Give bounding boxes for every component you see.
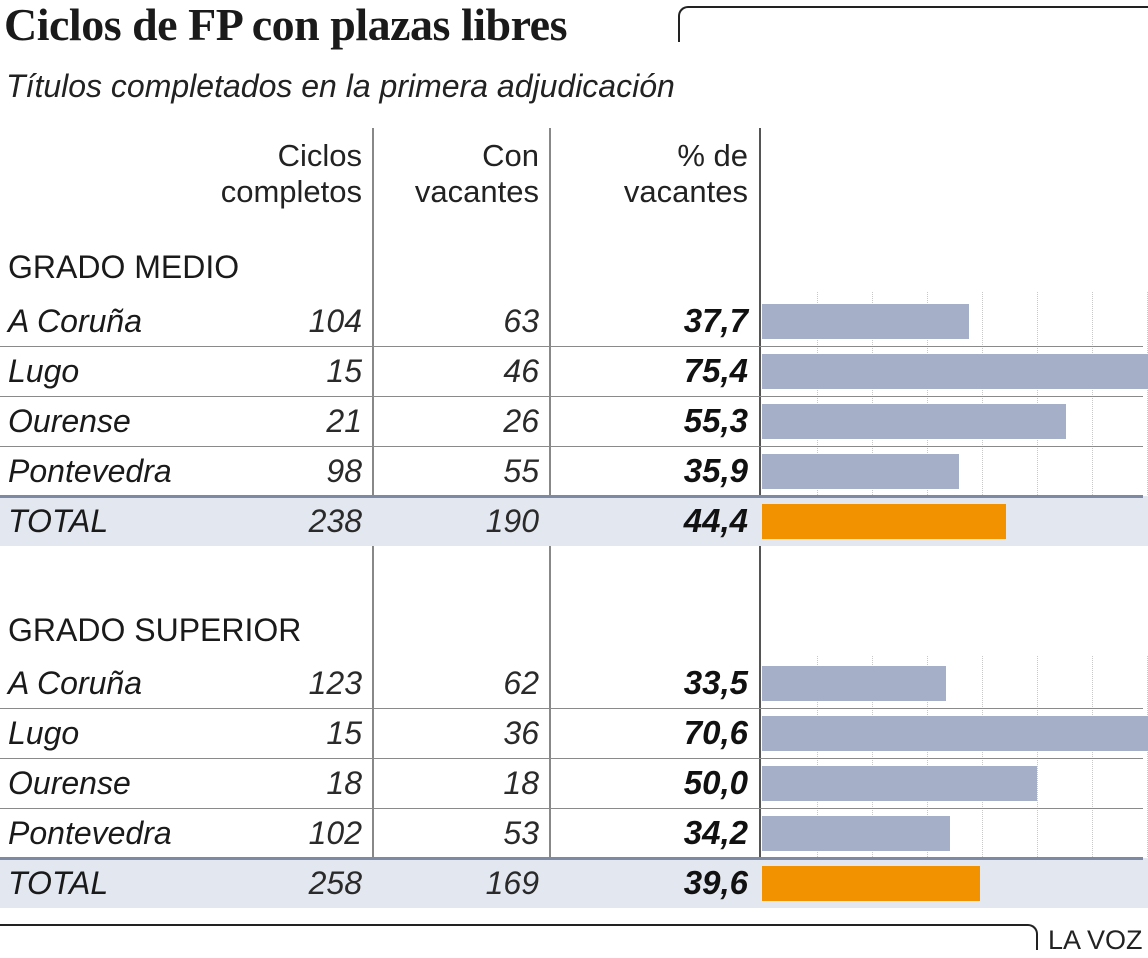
- table-row: Ourense 21 26 55,3: [0, 396, 1148, 446]
- pct-vacantes-value: 34,2: [683, 814, 748, 851]
- ciclos-completos-value: 18: [326, 765, 362, 801]
- pct-bar: [762, 304, 970, 339]
- grid-line: [1037, 656, 1038, 905]
- con-vacantes-value: 26: [503, 403, 539, 439]
- pct-vacantes-value: 39,6: [683, 864, 748, 901]
- table-row: A Coruña 104 63 37,7: [0, 296, 1148, 346]
- grid-line: [1092, 656, 1093, 905]
- province-name: Lugo: [8, 715, 80, 751]
- con-vacantes-value: 46: [503, 353, 539, 389]
- pct-vacantes-value: 44,4: [683, 502, 748, 539]
- ciclos-completos-value: 15: [326, 353, 362, 389]
- header-con-vacantes: Con vacantes: [380, 138, 539, 210]
- ciclos-completos-value: 15: [326, 715, 362, 751]
- total-row: TOTAL 258 169 39,6: [0, 857, 1148, 908]
- province-name: Pontevedra: [8, 815, 172, 851]
- pct-vacantes-value: 33,5: [683, 664, 748, 701]
- total-row: TOTAL 238 190 44,4: [0, 495, 1148, 546]
- row-separator: [0, 346, 1143, 347]
- header-ciclos-line2: completos: [220, 174, 362, 209]
- header-ciclos-completos: Ciclos completos: [180, 138, 362, 210]
- ciclos-completos-value: 102: [308, 815, 362, 851]
- province-name: Pontevedra: [8, 453, 172, 489]
- header-ciclos-line1: Ciclos: [277, 138, 362, 173]
- con-vacantes-value: 55: [503, 453, 539, 489]
- pct-vacantes-value: 55,3: [683, 402, 748, 439]
- pct-bar: [762, 816, 951, 851]
- table-row: Lugo 15 46 75,4: [0, 346, 1148, 396]
- con-vacantes-value: 169: [485, 865, 539, 901]
- con-vacantes-value: 63: [503, 303, 539, 339]
- province-name: A Coruña: [8, 303, 142, 339]
- ciclos-completos-value: 258: [308, 865, 362, 901]
- ciclos-completos-value: 238: [308, 503, 362, 539]
- row-separator: [0, 808, 1143, 809]
- province-name: TOTAL: [8, 503, 109, 539]
- table-row: Pontevedra 102 53 34,2: [0, 808, 1148, 858]
- pct-bar: [762, 454, 960, 489]
- row-separator: [0, 708, 1143, 709]
- con-vacantes-value: 62: [503, 665, 539, 701]
- con-vacantes-value: 18: [503, 765, 539, 801]
- header-con-line2: vacantes: [414, 174, 539, 209]
- total-bar: [762, 866, 980, 901]
- con-vacantes-value: 53: [503, 815, 539, 851]
- chart-title: Ciclos de FP con plazas libres: [4, 0, 568, 50]
- pct-vacantes-value: 70,6: [683, 714, 748, 751]
- province-name: Ourense: [8, 403, 131, 439]
- header-pct-line1: % de: [677, 138, 748, 173]
- title-rule: [678, 6, 1148, 42]
- section-label: GRADO SUPERIOR: [8, 612, 302, 648]
- total-bar: [762, 504, 1007, 539]
- pct-vacantes-value: 50,0: [683, 764, 748, 801]
- pct-bar: [762, 354, 1148, 389]
- ciclos-completos-value: 123: [308, 665, 362, 701]
- pct-bar: [762, 666, 947, 701]
- pct-bar: [762, 404, 1067, 439]
- header-pct-line2: vacantes: [623, 174, 748, 209]
- pct-vacantes-value: 35,9: [683, 452, 748, 489]
- table-row: Pontevedra 98 55 35,9: [0, 446, 1148, 496]
- row-separator: [0, 396, 1143, 397]
- province-name: Lugo: [8, 353, 80, 389]
- table-row: Ourense 18 18 50,0: [0, 758, 1148, 808]
- section-label: GRADO MEDIO: [8, 249, 240, 285]
- pct-vacantes-value: 37,7: [683, 302, 748, 339]
- row-separator: [0, 495, 1143, 498]
- province-name: A Coruña: [8, 665, 142, 701]
- table-row: Lugo 15 36 70,6: [0, 708, 1148, 758]
- header-pct-vacantes: % de vacantes: [560, 138, 748, 210]
- row-separator: [0, 446, 1143, 447]
- pct-vacantes-value: 75,4: [683, 352, 748, 389]
- con-vacantes-value: 190: [485, 503, 539, 539]
- chart-subtitle: Títulos completados en la primera adjudi…: [6, 68, 675, 104]
- grid-line: [1092, 292, 1093, 543]
- pct-bar: [762, 766, 1037, 801]
- ciclos-completos-value: 104: [308, 303, 362, 339]
- header-con-line1: Con: [482, 138, 539, 173]
- ciclos-completos-value: 21: [326, 403, 362, 439]
- province-name: Ourense: [8, 765, 131, 801]
- row-separator: [0, 758, 1143, 759]
- con-vacantes-value: 36: [503, 715, 539, 751]
- source-credit: LA VOZ: [1048, 925, 1143, 955]
- province-name: TOTAL: [8, 865, 109, 901]
- row-separator: [0, 857, 1143, 860]
- ciclos-completos-value: 98: [326, 453, 362, 489]
- table-row: A Coruña 123 62 33,5: [0, 658, 1148, 708]
- footer-rule: [0, 924, 1038, 950]
- pct-bar: [762, 716, 1148, 751]
